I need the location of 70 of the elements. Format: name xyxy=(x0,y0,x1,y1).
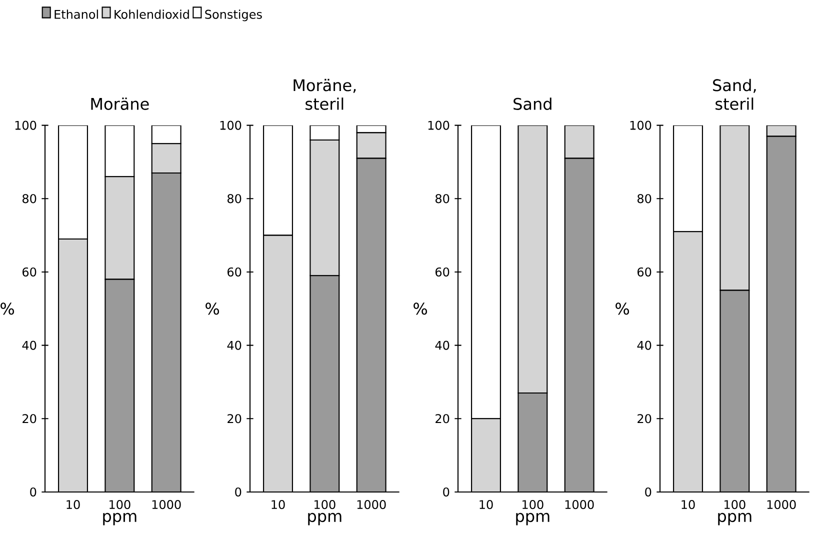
x-tick-label: 100 xyxy=(110,500,130,510)
bar xyxy=(310,276,340,492)
bar xyxy=(356,132,386,159)
x-tick-label: 1000 xyxy=(767,500,796,510)
y-tick-label: 20 xyxy=(228,414,242,424)
bar xyxy=(564,158,594,492)
legend-label: Ethanol xyxy=(54,10,98,19)
x-tick-label: 100 xyxy=(724,500,746,510)
x-tick-label: 1000 xyxy=(565,500,594,510)
bar xyxy=(720,290,750,492)
y-tick-label: 40 xyxy=(227,340,242,350)
chart-title: Moräne, steril xyxy=(294,78,356,110)
y-tick-label: 0 xyxy=(645,487,652,497)
chart-title: Sand, steril xyxy=(713,78,756,110)
bar xyxy=(264,235,292,492)
y-tick-label: 40 xyxy=(435,340,450,350)
y-tick-label: 20 xyxy=(638,414,652,424)
x-tick-label: 100 xyxy=(314,500,336,510)
y-tick-label: 0 xyxy=(443,487,450,497)
y-tick-label: 100 xyxy=(428,120,450,130)
x-tick-label: 1000 xyxy=(357,500,386,510)
bar xyxy=(564,125,594,159)
legend-label: Kohlendioxid xyxy=(114,10,189,19)
y-tick-label: 100 xyxy=(220,120,242,130)
y-tick-label: 60 xyxy=(436,267,450,277)
y-axis-title: % xyxy=(0,302,14,315)
x-axis-title: ppm xyxy=(308,512,342,526)
x-tick-label: 10 xyxy=(480,500,493,510)
x-tick-label: 10 xyxy=(682,500,695,510)
y-axis-title: % xyxy=(616,302,630,315)
bar xyxy=(720,125,750,291)
bar xyxy=(472,418,500,492)
bar xyxy=(104,176,135,280)
x-axis-title: ppm xyxy=(103,512,136,526)
bar xyxy=(310,139,340,276)
y-tick-label: 20 xyxy=(436,414,450,424)
legend-label: Sonstiges xyxy=(205,10,262,22)
y-tick-label: 80 xyxy=(228,194,242,204)
x-tick-label: 10 xyxy=(272,500,285,510)
x-tick-label: 1000 xyxy=(152,500,181,510)
y-tick-label: 0 xyxy=(30,487,36,497)
bar xyxy=(151,143,182,174)
bar xyxy=(105,279,134,492)
y-tick-label: 80 xyxy=(638,194,652,204)
y-tick-label: 80 xyxy=(22,194,36,204)
bar xyxy=(766,136,796,492)
y-tick-label: 60 xyxy=(228,267,242,277)
x-tick-label: 10 xyxy=(66,500,80,510)
bar xyxy=(518,392,548,492)
y-tick-label: 60 xyxy=(22,267,36,277)
y-tick-label: 60 xyxy=(638,267,652,277)
x-axis-title: ppm xyxy=(718,512,752,526)
y-tick-label: 0 xyxy=(235,487,242,497)
y-tick-label: 40 xyxy=(22,340,36,350)
y-axis-title: % xyxy=(414,302,428,315)
y-tick-label: 100 xyxy=(630,120,652,130)
bar xyxy=(674,232,702,492)
chart-title: Sand xyxy=(514,98,552,110)
x-axis-title: ppm xyxy=(516,512,550,526)
chart-title: Moräne xyxy=(91,98,149,110)
y-tick-label: 20 xyxy=(22,414,36,424)
y-tick-label: 40 xyxy=(637,340,652,350)
bar xyxy=(356,158,386,492)
bar xyxy=(58,238,88,492)
y-tick-label: 80 xyxy=(436,194,450,204)
bar xyxy=(518,125,548,394)
x-tick-label: 100 xyxy=(522,500,544,510)
y-tick-label: 100 xyxy=(15,120,36,130)
bar xyxy=(151,172,182,492)
y-axis-title: % xyxy=(206,302,220,315)
